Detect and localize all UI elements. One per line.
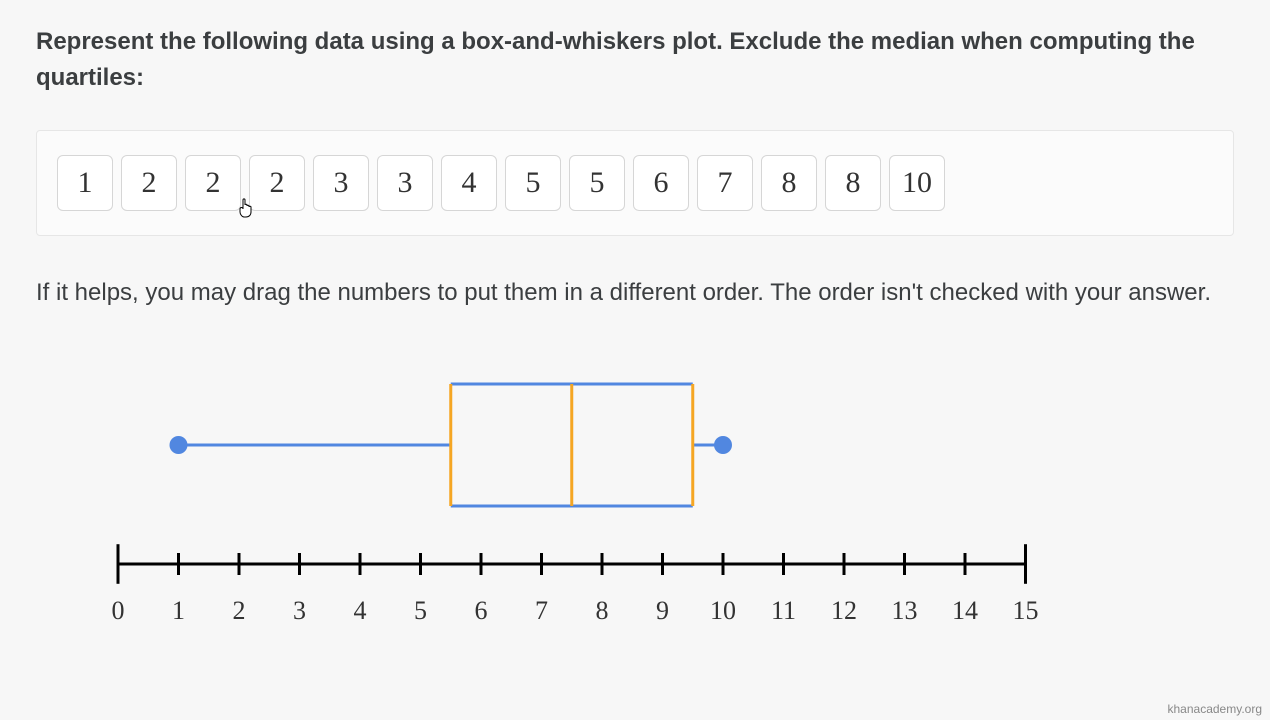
watermark: khanacademy.org [1168,702,1263,716]
axis-label: 11 [771,596,796,625]
axis-label: 12 [831,596,857,625]
axis-label: 13 [892,596,918,625]
axis-label: 1 [172,596,185,625]
data-chip[interactable]: 6 [633,155,689,211]
data-chip[interactable]: 5 [505,155,561,211]
data-values-panel: 122233455678810 [36,130,1234,236]
axis-label: 0 [112,596,125,625]
axis-label: 10 [710,596,736,625]
hint-text: If it helps, you may drag the numbers to… [36,274,1234,311]
data-chip[interactable]: 4 [441,155,497,211]
data-chip[interactable]: 8 [761,155,817,211]
data-chip[interactable]: 2 [249,155,305,211]
data-chip[interactable]: 1 [57,155,113,211]
data-chip[interactable]: 7 [697,155,753,211]
axis-label: 4 [354,596,367,625]
axis-label: 14 [952,596,978,625]
axis-label: 2 [233,596,246,625]
axis-label: 5 [414,596,427,625]
data-chip[interactable]: 8 [825,155,881,211]
axis-label: 9 [656,596,669,625]
question-prompt: Represent the following data using a box… [36,24,1234,96]
axis-label: 6 [475,596,488,625]
axis-label: 8 [596,596,609,625]
data-chip[interactable]: 3 [313,155,369,211]
axis-label: 7 [535,596,548,625]
axis-label: 3 [293,596,306,625]
data-chip[interactable]: 10 [889,155,945,211]
data-chip[interactable]: 3 [377,155,433,211]
data-chip[interactable]: 5 [569,155,625,211]
axis-label: 15 [1013,596,1039,625]
data-chip[interactable]: 2 [121,155,177,211]
data-chip[interactable]: 2 [185,155,241,211]
boxplot-area[interactable]: 0123456789101112131415 [60,339,1234,644]
